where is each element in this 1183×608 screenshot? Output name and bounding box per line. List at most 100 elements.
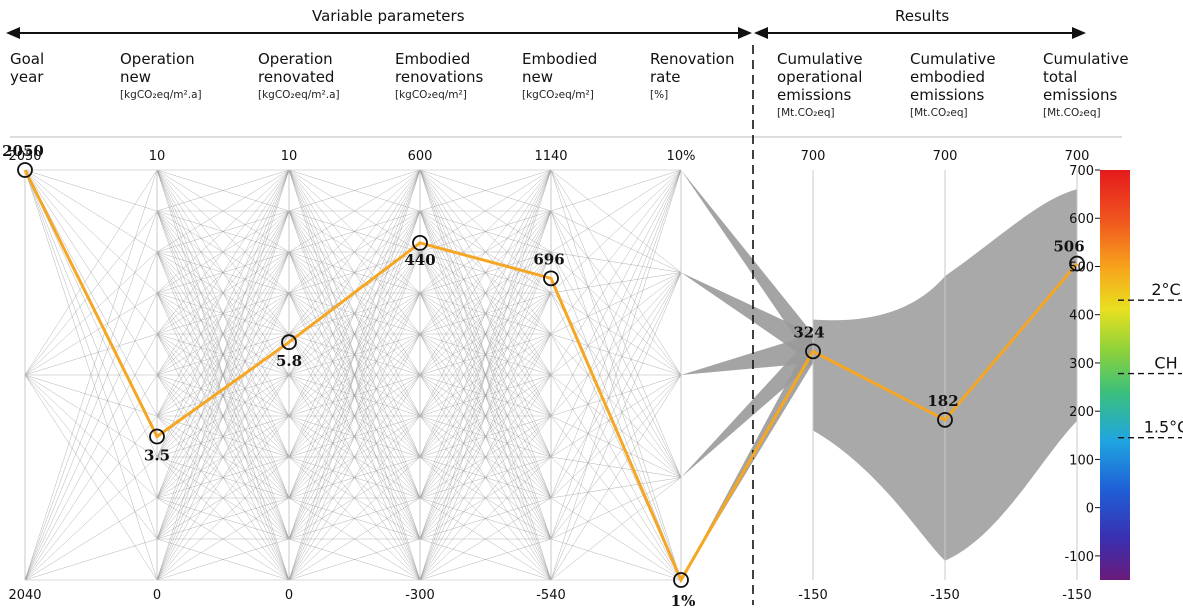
- axis-bottom-label: -300: [405, 588, 435, 603]
- column-header-4: Embodied renovations [kgCO₂eq/m²]: [395, 50, 483, 102]
- axis-top-label: 10: [149, 149, 166, 164]
- background-line: [288, 169, 421, 212]
- background-line: [550, 272, 682, 294]
- background-line: [156, 169, 290, 294]
- background-line: [156, 292, 290, 581]
- colorbar-tick-label: 200: [1069, 405, 1094, 420]
- column-header-9: Cumulative total emissions [Mt.CO₂eq]: [1043, 50, 1129, 120]
- background-line: [156, 169, 290, 335]
- result-fan: [681, 334, 813, 478]
- background-line: [156, 210, 290, 581]
- colorbar-tick-label: -100: [1064, 550, 1094, 565]
- background-line: [550, 251, 682, 376]
- background-line: [550, 251, 682, 581]
- background-line: [419, 169, 552, 458]
- background-line: [550, 169, 682, 335]
- column-unit: [kgCO₂eq/m²]: [522, 89, 594, 101]
- background-line: [288, 169, 421, 458]
- axis-top-label: 1140: [534, 149, 567, 164]
- axis-bottom-label: 2040: [8, 588, 41, 603]
- colorbar-tick-label: 700: [1069, 164, 1094, 179]
- result-fan: [681, 334, 813, 580]
- background-line: [288, 169, 421, 253]
- result-fan: [681, 170, 813, 363]
- axis-bottom-label: -150: [1062, 588, 1092, 603]
- background-line: [24, 169, 158, 458]
- background-line: [156, 538, 290, 581]
- highlight-value-label: 506: [1053, 238, 1084, 256]
- column-unit: [kgCO₂eq/m².a]: [258, 89, 340, 101]
- background-line: [156, 456, 290, 581]
- column-header-line: Embodied: [522, 50, 598, 68]
- background-line: [419, 169, 552, 253]
- background-line: [419, 374, 552, 581]
- highlight-value-label: 324: [793, 323, 824, 341]
- column-header-2: Operation new [kgCO₂eq/m².a]: [120, 50, 202, 102]
- background-line: [550, 415, 682, 581]
- background-line: [419, 292, 552, 581]
- background-line: [156, 251, 290, 581]
- result-fan: [681, 272, 813, 363]
- background-line: [156, 169, 290, 499]
- highlight-marker: [543, 270, 559, 287]
- background-line: [288, 169, 421, 335]
- threshold-label: 2°C: [1151, 280, 1180, 299]
- column-unit: [kgCO₂eq/m²]: [395, 89, 467, 101]
- background-line: [24, 169, 158, 253]
- background-line: [24, 538, 158, 581]
- background-line: [419, 169, 552, 540]
- column-header-line: Operation: [258, 50, 333, 68]
- background-line: [550, 292, 682, 376]
- column-header-line: Cumulative: [910, 50, 996, 68]
- background-line: [156, 169, 290, 417]
- background-line: [550, 169, 682, 212]
- threshold-markers: 2°C CH 1.5°C: [1118, 280, 1183, 439]
- axis-bottom-label: 0: [285, 588, 293, 603]
- background-line: [550, 210, 682, 581]
- background-line: [24, 374, 158, 458]
- column-header-line: renovations: [395, 68, 484, 86]
- background-lines: [24, 169, 1077, 581]
- axis-bottom-label: 0: [153, 588, 161, 603]
- background-line: [156, 333, 290, 581]
- column-header-line: Renovation: [650, 50, 735, 68]
- background-line: [419, 169, 552, 581]
- column-header-line: emissions: [777, 86, 852, 104]
- arrow-head-right: [1072, 27, 1086, 39]
- background-line: [550, 415, 682, 478]
- background-line: [550, 497, 682, 581]
- arrow-head-left: [6, 27, 20, 39]
- background-line: [288, 169, 421, 376]
- colorbar: -100 0 100 200 300 400 500 600 700: [1064, 164, 1130, 580]
- column-header-line: Cumulative: [777, 50, 863, 68]
- column-header-line: Goal: [10, 50, 45, 68]
- background-line: [24, 169, 158, 499]
- axis-top-label: 700: [1065, 149, 1090, 164]
- background-line: [550, 251, 682, 478]
- background-line: [24, 169, 158, 540]
- background-line: [419, 251, 552, 581]
- highlight-value-label: 182: [927, 392, 958, 410]
- column-header-line: emissions: [1043, 86, 1118, 104]
- results-header: Results: [895, 7, 950, 25]
- background-line: [288, 374, 421, 581]
- axis-top-label: 10%: [667, 149, 696, 164]
- highlight-value-label: 1%: [671, 592, 696, 608]
- background-line: [550, 538, 682, 581]
- background-line: [550, 292, 682, 478]
- highlight-marker: [17, 162, 33, 178]
- background-line: [24, 169, 158, 212]
- highlight-value-label: 3.5: [144, 447, 170, 465]
- background-line: [550, 477, 682, 581]
- axis-bottom-label: -540: [536, 588, 566, 603]
- arrow-head-right: [738, 27, 752, 39]
- background-line: [550, 169, 682, 253]
- background-line: [288, 292, 421, 581]
- axis-top-label: 10: [281, 149, 298, 164]
- background-line: [24, 169, 158, 581]
- colorbar-tick-label: 100: [1069, 453, 1094, 468]
- background-line: [24, 169, 158, 376]
- column-header-line: new: [120, 68, 152, 86]
- highlight-line: [23, 169, 1079, 584]
- background-line: [288, 169, 421, 540]
